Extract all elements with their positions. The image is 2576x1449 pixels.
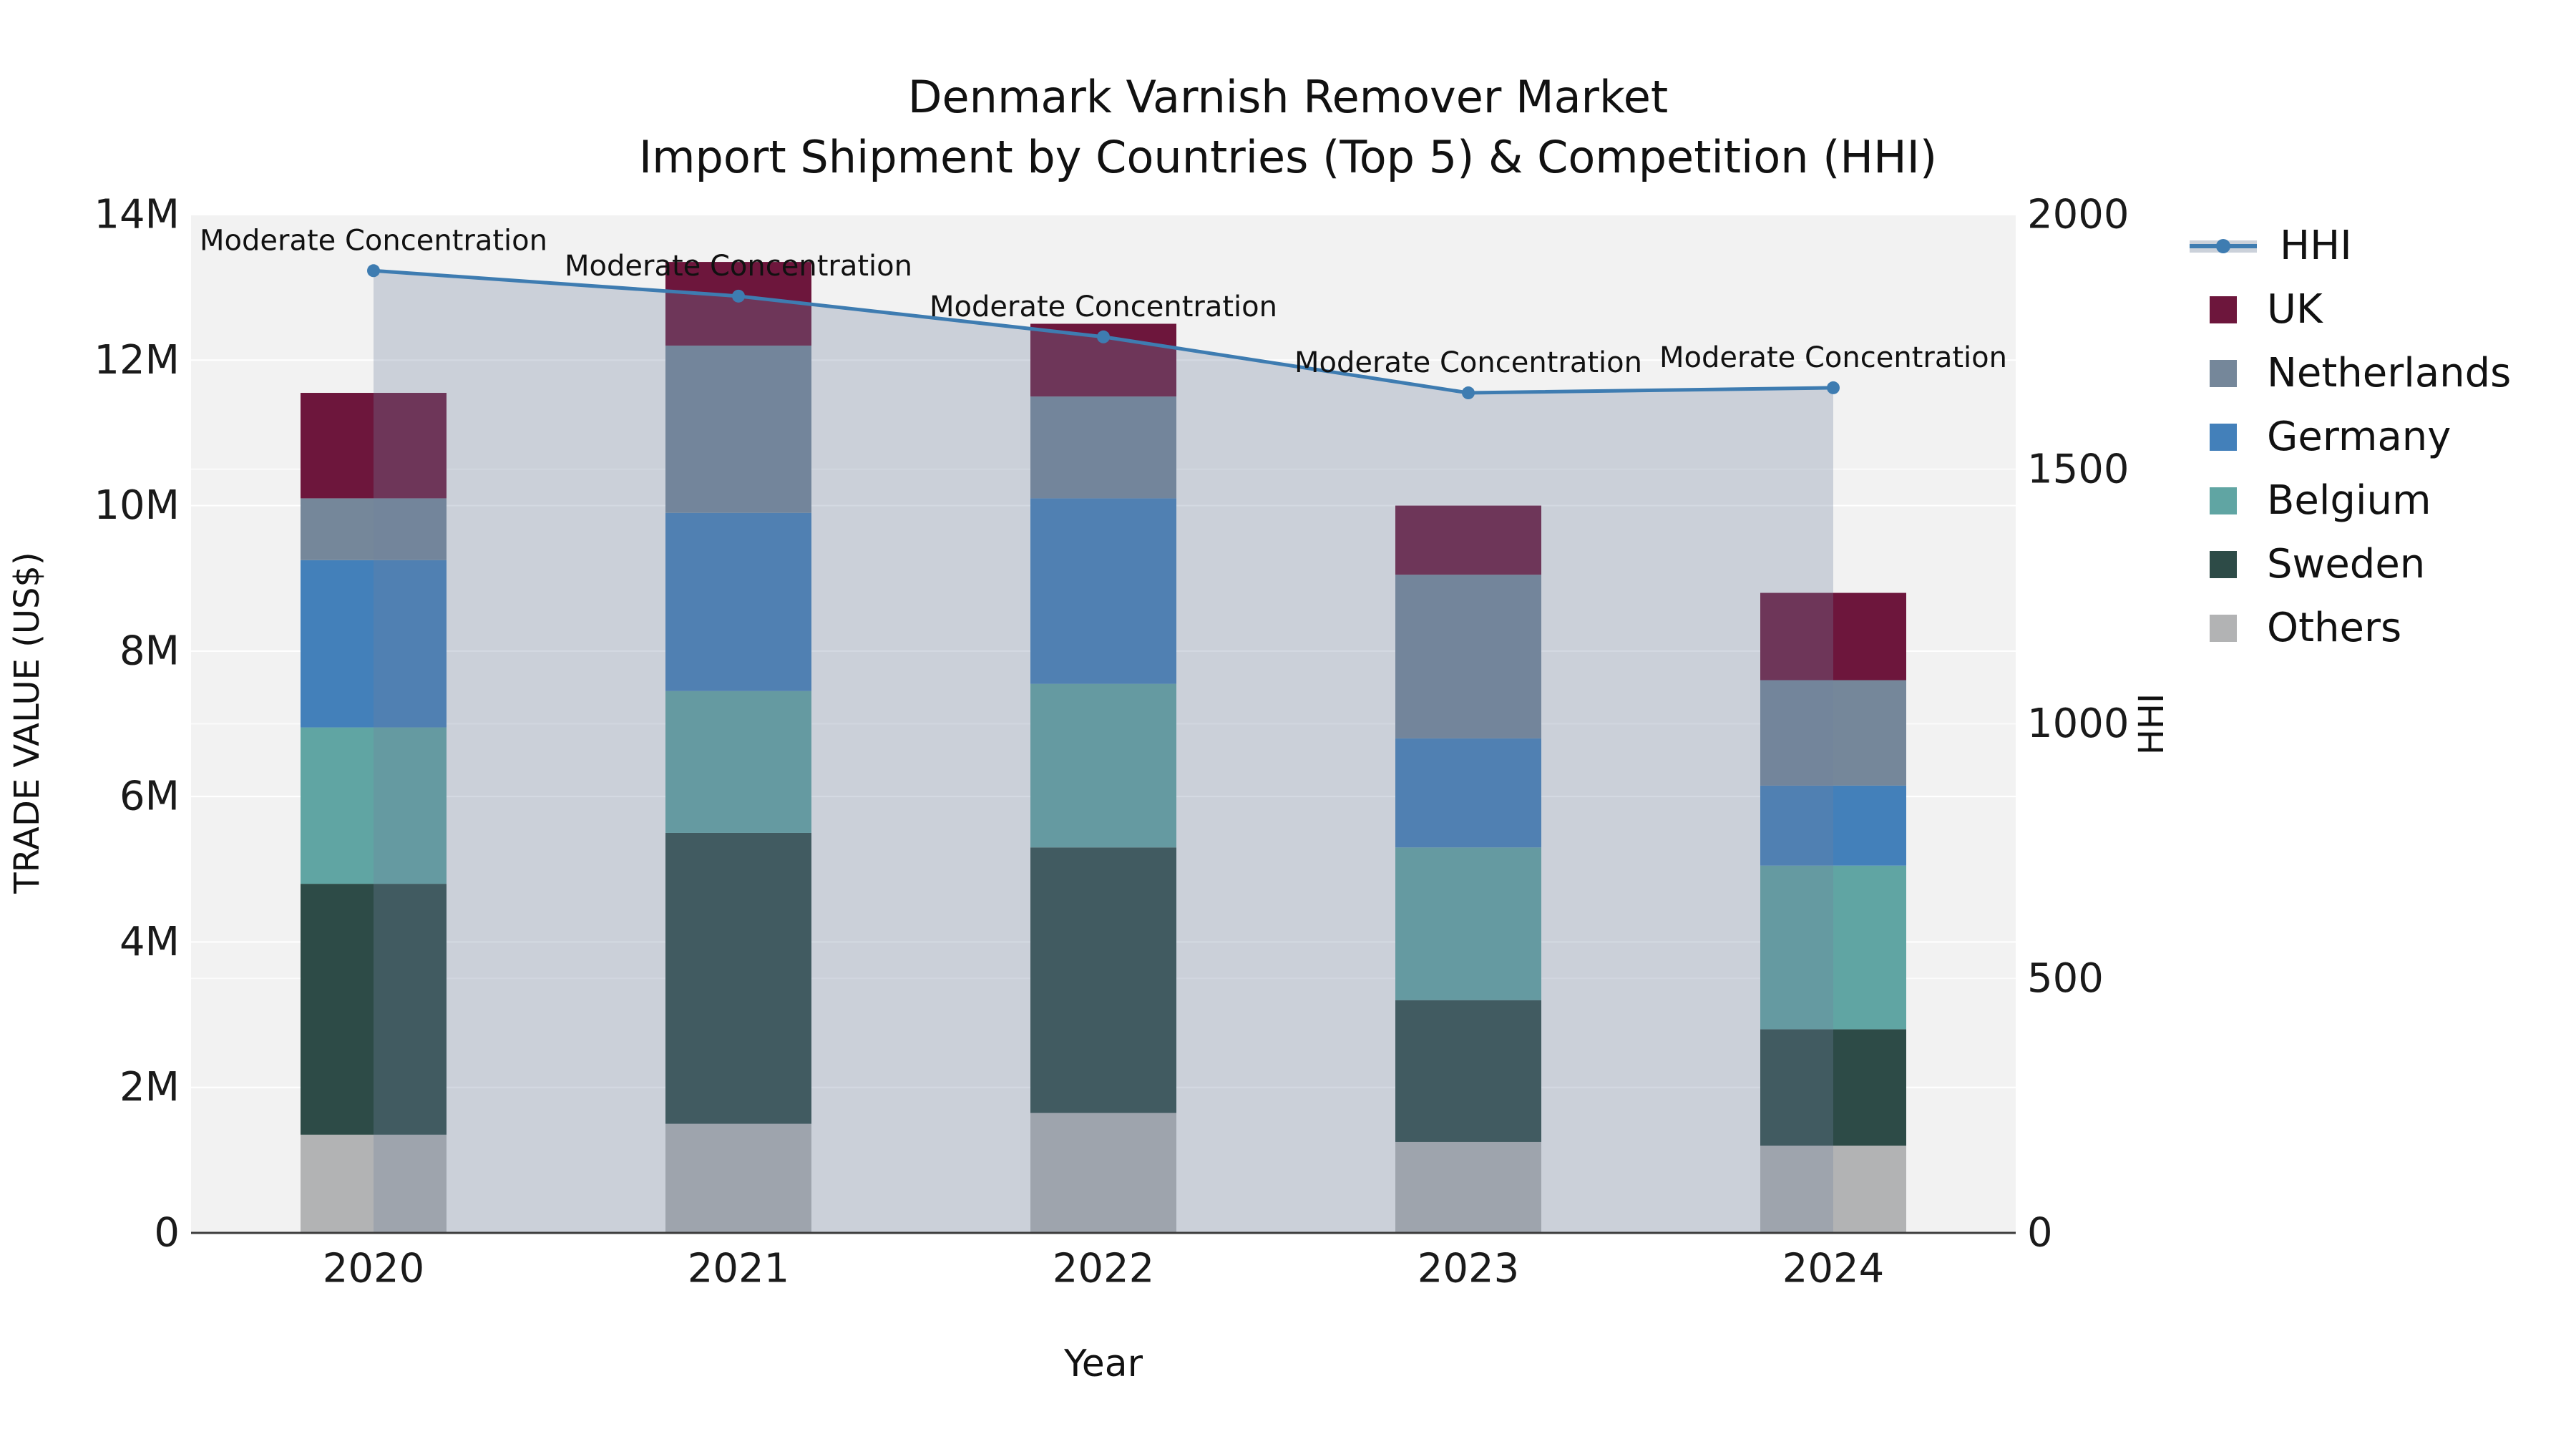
bar-segment-2020-germany — [301, 560, 447, 728]
bar-segment-2023-germany — [1395, 738, 1541, 848]
legend-label-hhi: HHI — [2280, 223, 2352, 269]
legend-item-others: Others — [2190, 605, 2511, 651]
annotation-2020: Moderate Concentration — [200, 224, 547, 257]
legend-label-uk: UK — [2267, 286, 2323, 333]
chart-subtitle: Import Shipment by Countries (Top 5) & C… — [638, 131, 1938, 183]
legend-label-netherlands: Netherlands — [2267, 350, 2512, 396]
y-left-tick-2: 2M — [119, 1064, 180, 1111]
legend-swatch-netherlands — [2210, 360, 2237, 387]
x-tick-2020: 2020 — [323, 1246, 425, 1292]
bar-segment-2022-belgium — [1030, 683, 1176, 848]
legend-label-germany: Germany — [2267, 414, 2451, 460]
hhi-marker-2020 — [367, 264, 380, 278]
legend-swatch-belgium — [2210, 487, 2237, 514]
bar-segment-2023-belgium — [1395, 847, 1541, 1000]
annotation-2021: Moderate Concentration — [565, 250, 912, 283]
bar-segment-2022-others — [1030, 1113, 1176, 1233]
hhi-marker-2021 — [732, 289, 745, 303]
legend-item-netherlands: Netherlands — [2190, 350, 2512, 396]
legend-item-germany: Germany — [2190, 414, 2511, 460]
x-tick-2021: 2021 — [688, 1246, 790, 1292]
legend-swatch-germany — [2210, 424, 2237, 451]
x-tick-2023: 2023 — [1418, 1246, 1520, 1292]
y-left-tick-0: 0 — [154, 1210, 180, 1257]
hhi-marker-2023 — [1462, 386, 1475, 400]
y-right-tick-1000: 1000 — [2027, 701, 2129, 747]
bar-segment-2020-belgium — [301, 727, 447, 884]
y-right-tick-500: 500 — [2027, 955, 2104, 1002]
bar-segment-2024-sweden — [1760, 1029, 1906, 1146]
bar-segment-2021-netherlands — [665, 345, 811, 513]
bar-segment-2023-sweden — [1395, 1000, 1541, 1142]
legend-swatch-sweden — [2210, 551, 2237, 578]
bar-segment-2021-belgium — [665, 691, 811, 833]
bar-segment-2024-belgium — [1760, 865, 1906, 1030]
legend-swatch-others — [2210, 615, 2237, 642]
annotation-2024: Moderate Concentration — [1659, 341, 2007, 374]
chart-title: Denmark Varnish Remover Market — [907, 71, 1669, 123]
bar-segment-2023-others — [1395, 1141, 1541, 1233]
bar-segment-2020-netherlands — [301, 498, 447, 560]
legend-item-uk: UK — [2190, 286, 2511, 333]
y-right-tick-1500: 1500 — [2027, 446, 2129, 492]
y-right-tick-2000: 2000 — [2027, 192, 2129, 238]
y-left-tick-8: 8M — [119, 628, 180, 674]
bar-segment-2023-netherlands — [1395, 575, 1541, 738]
annotation-2023: Moderate Concentration — [1294, 346, 1642, 379]
y-left-tick-12: 12M — [94, 337, 180, 384]
hhi-marker-2022 — [1097, 330, 1110, 343]
legend-swatch-uk — [2210, 296, 2237, 323]
legend-item-sweden: Sweden — [2190, 541, 2511, 587]
bar-segment-2022-netherlands — [1030, 396, 1176, 499]
legend-item-belgium: Belgium — [2190, 477, 2511, 524]
hhi-marker-2024 — [1827, 381, 1840, 394]
x-tick-2022: 2022 — [1053, 1246, 1155, 1292]
y-right-tick-0: 0 — [2027, 1210, 2053, 1257]
bar-segment-2021-others — [665, 1123, 811, 1233]
bar-segment-2023-uk — [1395, 505, 1541, 575]
legend: HHI UK Netherlands Germany Belgium Sweden Othe… — [2190, 223, 2512, 673]
y-left-tick-14: 14M — [94, 192, 180, 238]
y-left-tick-10: 10M — [94, 482, 180, 529]
bar-segment-2024-others — [1760, 1146, 1906, 1233]
legend-label-others: Others — [2267, 605, 2402, 651]
y-left-tick-4: 4M — [119, 919, 180, 965]
hhi-area-fill — [374, 270, 1833, 1233]
bar-segment-2022-sweden — [1030, 847, 1176, 1113]
bar-segment-2024-netherlands — [1760, 680, 1906, 786]
bar-segment-2024-germany — [1760, 785, 1906, 866]
bar-segment-2020-others — [301, 1134, 447, 1233]
bar-segment-2022-germany — [1030, 498, 1176, 684]
x-tick-2024: 2024 — [1782, 1246, 1885, 1292]
bar-segment-2024-uk — [1760, 592, 1906, 680]
bar-segment-2021-germany — [665, 512, 811, 691]
legend-label-belgium: Belgium — [2267, 477, 2431, 524]
bar-segment-2021-sweden — [665, 832, 811, 1124]
legend-label-sweden: Sweden — [2267, 541, 2426, 587]
legend-item-hhi: HHI — [2190, 223, 2511, 269]
hhi-line-sample-icon — [2190, 239, 2257, 253]
bar-segment-2021-uk — [665, 262, 811, 346]
x-axis-title: Year — [1063, 1342, 1143, 1385]
y-left-tick-6: 6M — [119, 774, 180, 820]
bar-segment-2020-uk — [301, 393, 447, 499]
annotation-2022: Moderate Concentration — [930, 291, 1277, 323]
bar-segment-2020-sweden — [301, 884, 447, 1135]
